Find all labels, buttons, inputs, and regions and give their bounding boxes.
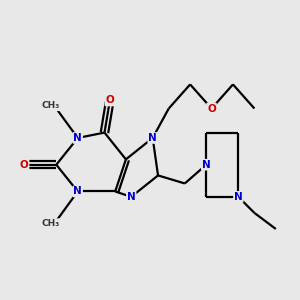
Text: N: N — [74, 133, 82, 143]
Text: N: N — [148, 133, 157, 143]
Text: O: O — [20, 160, 28, 170]
Text: CH₃: CH₃ — [42, 219, 60, 228]
Text: N: N — [202, 160, 211, 170]
Text: CH₃: CH₃ — [42, 101, 60, 110]
Text: O: O — [106, 95, 114, 106]
Text: N: N — [74, 187, 82, 196]
Text: O: O — [207, 103, 216, 113]
Text: N: N — [127, 192, 136, 202]
Text: N: N — [234, 192, 243, 202]
